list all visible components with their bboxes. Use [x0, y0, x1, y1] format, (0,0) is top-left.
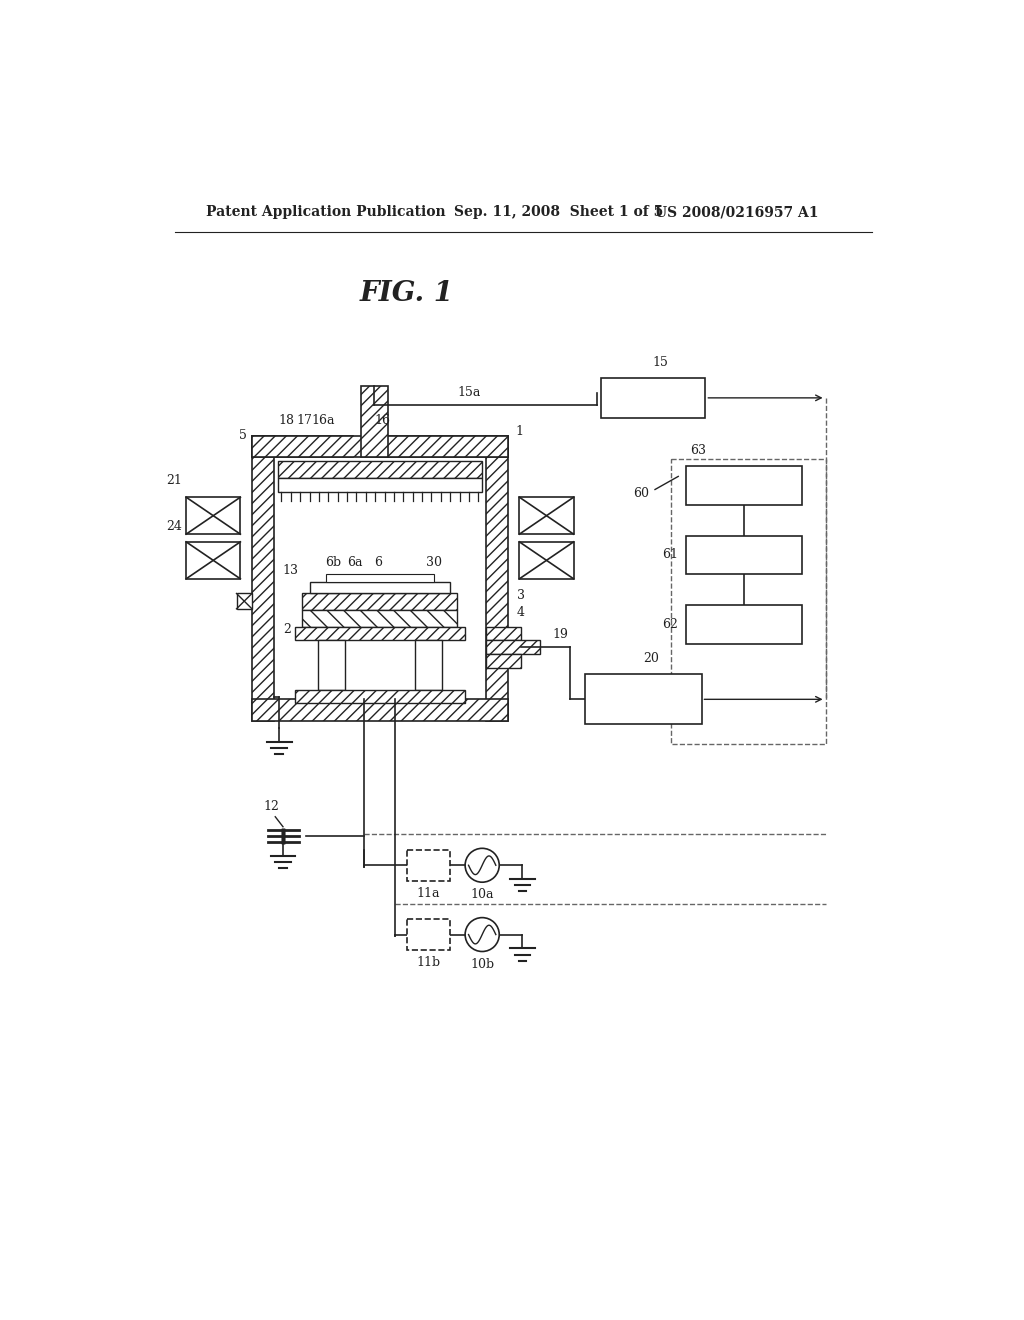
Bar [686, 605, 802, 644]
Bar [586, 675, 701, 725]
Bar [486, 436, 508, 721]
Text: Sep. 11, 2008  Sheet 1 of 5: Sep. 11, 2008 Sheet 1 of 5 [454, 206, 663, 219]
Text: 3: 3 [517, 589, 525, 602]
Bar [486, 627, 521, 640]
Text: 10b: 10b [470, 958, 495, 970]
Bar [360, 385, 388, 457]
Bar [252, 436, 352, 457]
Text: 4: 4 [517, 606, 525, 619]
Text: 1: 1 [515, 425, 523, 438]
Text: MB: MB [416, 858, 440, 873]
Bar [407, 919, 450, 950]
Bar [671, 459, 825, 743]
Text: 16a: 16a [311, 413, 335, 426]
Text: 2: 2 [283, 623, 291, 636]
Text: 11b: 11b [416, 956, 440, 969]
Text: 6b: 6b [326, 556, 341, 569]
Circle shape [465, 917, 500, 952]
Text: 10a: 10a [470, 888, 494, 902]
Bar [486, 640, 541, 655]
Bar [295, 627, 465, 640]
Text: GAS
EXHAUST
SYSTEM: GAS EXHAUST SYSTEM [615, 678, 671, 721]
Text: 12: 12 [263, 800, 280, 813]
Bar [252, 700, 508, 721]
Text: 17: 17 [297, 413, 312, 426]
Bar [302, 610, 458, 627]
Text: MB: MB [416, 928, 440, 941]
Text: 19: 19 [553, 628, 568, 640]
Text: 6a: 6a [347, 556, 362, 569]
Bar [326, 574, 434, 582]
Bar [302, 593, 458, 610]
Text: PROCESS
CONTROLLER: PROCESS CONTROLLER [705, 541, 783, 569]
Text: FIG. 1: FIG. 1 [360, 280, 454, 306]
Text: 16: 16 [375, 413, 390, 426]
Bar [519, 498, 573, 535]
Text: 5: 5 [239, 429, 247, 442]
Bar [278, 461, 482, 478]
Bar [519, 543, 573, 579]
Text: 15a: 15a [458, 385, 480, 399]
Text: 62: 62 [663, 618, 678, 631]
Text: 21: 21 [166, 474, 182, 487]
Text: 20: 20 [643, 652, 659, 665]
Text: GAS SUPPLY
SYSTEM: GAS SUPPLY SYSTEM [617, 384, 688, 412]
Bar [380, 436, 508, 457]
Bar [317, 640, 345, 690]
Text: 18: 18 [279, 413, 295, 426]
Text: USER
INTERFACE: USER INTERFACE [713, 610, 776, 639]
Bar [686, 466, 802, 506]
Text: STORAGE
UNIT: STORAGE UNIT [716, 471, 772, 500]
Text: 13: 13 [283, 564, 299, 577]
Bar [186, 498, 241, 535]
Text: 30: 30 [426, 556, 442, 569]
Bar [278, 478, 482, 492]
Text: 24: 24 [166, 520, 182, 533]
Text: 61: 61 [663, 548, 678, 561]
Text: Patent Application Publication: Patent Application Publication [206, 206, 445, 219]
Text: 63: 63 [690, 444, 706, 457]
Bar [252, 436, 273, 721]
Circle shape [465, 849, 500, 882]
Bar [237, 594, 252, 609]
Bar [601, 378, 706, 418]
Bar [486, 655, 521, 668]
Text: US 2008/0216957 A1: US 2008/0216957 A1 [655, 206, 818, 219]
Text: 15: 15 [653, 355, 669, 368]
Bar [310, 582, 450, 593]
Text: 11a: 11a [417, 887, 440, 900]
Text: 6: 6 [375, 556, 382, 569]
Bar [186, 543, 241, 579]
Bar [295, 690, 465, 702]
Text: 60: 60 [633, 487, 649, 500]
Bar [252, 436, 508, 457]
Bar [415, 640, 442, 690]
Bar [686, 536, 802, 574]
Bar [407, 850, 450, 880]
